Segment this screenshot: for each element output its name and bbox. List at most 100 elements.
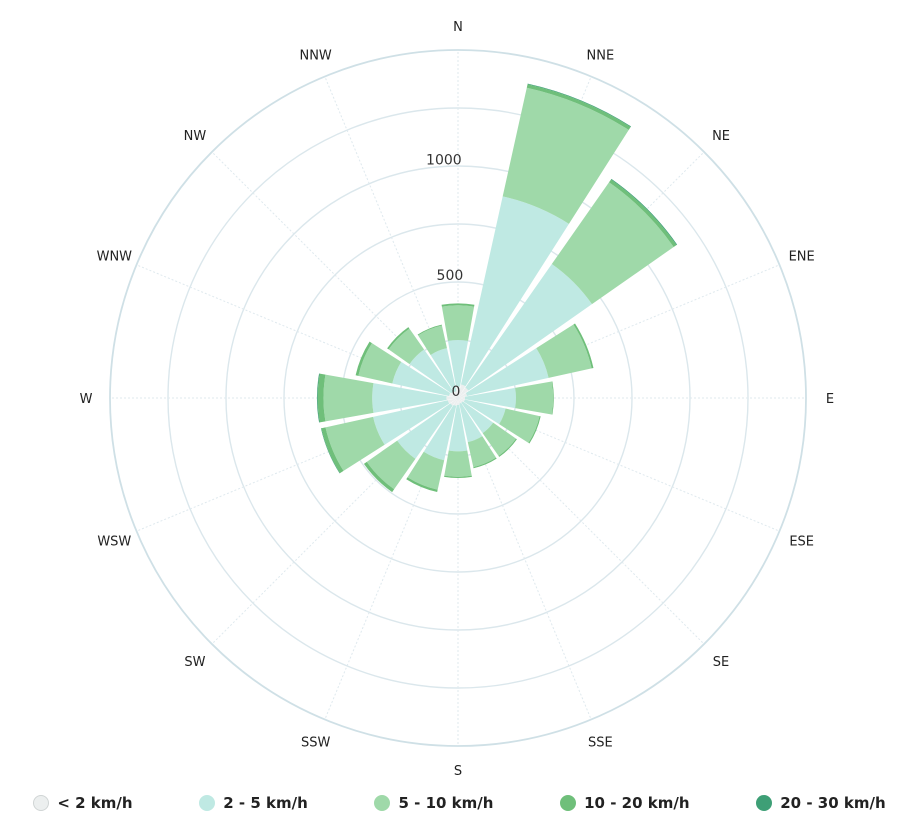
bar-n-series-1: [447, 340, 469, 387]
direction-label-n: N: [453, 20, 463, 35]
bar-s-series-0: [456, 398, 460, 405]
legend-swatch-0: [33, 795, 50, 811]
direction-label-ne: NE: [712, 129, 730, 144]
bar-nnw-series-3: [417, 324, 442, 336]
bar-nne-series-1: [461, 196, 569, 387]
bar-w-series-4: [316, 373, 320, 423]
bar-se-series-0: [458, 398, 463, 403]
bar-nw-series-2: [388, 328, 425, 365]
direction-label-nne: NNE: [587, 48, 615, 63]
legend-swatch-4: [756, 795, 773, 811]
bar-s-series-1: [448, 404, 468, 452]
bar-sse-series-3: [473, 457, 497, 469]
legend-swatch-3: [560, 795, 577, 811]
bar-sse-series-1: [459, 402, 483, 443]
legend-swatch-2: [374, 795, 391, 811]
direction-label-se: SE: [713, 655, 729, 670]
bar-s-series-2: [444, 450, 472, 477]
bar-wnw-series-0: [448, 393, 458, 398]
bar-ssw-series-0: [453, 398, 458, 406]
bar-ne-series-1: [465, 264, 592, 391]
direction-label-sse: SSE: [588, 736, 613, 751]
bar-ese-series-2: [499, 408, 540, 443]
bar-n-series-3: [441, 303, 475, 307]
bar-e-series-3: [551, 381, 554, 415]
legend-label-0: < 2 km/h: [57, 794, 133, 812]
bar-nnw-series-2: [418, 325, 447, 355]
legend-label-2: 5 - 10 km/h: [398, 794, 494, 812]
bar-nnw-series-1: [430, 348, 457, 393]
bar-ene-series-2: [536, 324, 592, 378]
bar-sw-series-3: [363, 461, 395, 493]
bar-s-series-3: [444, 475, 472, 479]
radial-tick-0: 0: [452, 384, 461, 400]
bar-wsw-series-2: [325, 416, 385, 471]
direction-label-nw: NW: [184, 129, 207, 144]
bar-n-series-2: [441, 305, 475, 341]
bar-e-series-0: [458, 396, 465, 400]
bar-ese-series-0: [458, 398, 465, 402]
radial-tick-labels: 0 500 1000: [426, 152, 463, 400]
bar-sw-series-1: [397, 403, 453, 459]
bar-e-series-2: [515, 381, 554, 415]
bar-nne-series-3: [526, 84, 631, 130]
bar-nw-series-1: [409, 349, 454, 394]
bar-w-series-0: [446, 395, 458, 401]
direction-label-wnw: WNW: [97, 250, 133, 265]
bar-ene-series-1: [465, 348, 549, 396]
bar-ese-series-1: [463, 399, 506, 425]
bar-se-series-1: [461, 401, 494, 434]
legend-label-3: 10 - 20 km/h: [584, 794, 690, 812]
legend-item-1: 2 - 5 km/h: [199, 794, 308, 812]
direction-label-w: W: [80, 392, 93, 407]
bar-se-series-3: [498, 438, 517, 457]
legend-item-2: 5 - 10 km/h: [374, 794, 493, 812]
radial-tick-1000: 1000: [426, 152, 462, 168]
grid-circle-1500: [109, 49, 807, 747]
bar-se-series-2: [482, 422, 516, 456]
bar-sse-series-2: [467, 436, 497, 468]
bar-nw-series-3: [387, 327, 410, 350]
bar-nnw-series-0: [454, 391, 458, 398]
legend: < 2 km/h 2 - 5 km/h 5 - 10 km/h 10 - 20 km/…: [0, 788, 919, 818]
bar-w-series-3: [317, 373, 326, 423]
bar-ne-series-3: [609, 179, 677, 247]
legend-swatch-1: [199, 795, 216, 811]
direction-label-ene: ENE: [789, 250, 815, 265]
bar-sw-series-2: [366, 440, 416, 490]
direction-label-e: E: [826, 392, 834, 407]
bar-ssw-series-1: [423, 404, 457, 461]
bar-e-series-1: [464, 387, 516, 409]
legend-item-4: 20 - 30 km/h: [756, 794, 886, 812]
direction-label-s: S: [454, 764, 462, 779]
bar-wsw-series-3: [321, 427, 344, 474]
direction-label-ssw: SSW: [301, 736, 331, 751]
radial-tick-500: 500: [437, 268, 464, 284]
bar-n-series-0: [455, 386, 461, 398]
direction-labels: N NNE NE ENE E ESE SE SSE S SSW SW WSW W WNW NW NNW: [80, 20, 835, 779]
direction-label-ese: ESE: [789, 534, 814, 549]
bar-ssw-series-2: [407, 451, 445, 490]
bar-ssw-series-3: [406, 477, 438, 492]
bar-ene-series-0: [458, 393, 468, 398]
wind-bars: [316, 83, 678, 493]
direction-label-nnw: NNW: [299, 48, 331, 63]
legend-label-4: 20 - 30 km/h: [780, 794, 886, 812]
wind-rose-chart: N NNE NE ENE E ESE SE SSE S SSW SW WSW W WNW NW NNW 0 50…: [80, 20, 835, 779]
legend-item-0: < 2 km/h: [33, 794, 133, 812]
bar-nne-series-2: [502, 87, 629, 224]
direction-label-wsw: WSW: [97, 534, 131, 549]
bar-nw-series-0: [451, 391, 458, 398]
bar-w-series-2: [323, 374, 374, 422]
bar-wsw-series-0: [447, 398, 458, 404]
direction-label-sw: SW: [184, 655, 205, 670]
legend-label-1: 2 - 5 km/h: [223, 794, 308, 812]
bar-wnw-series-1: [392, 361, 451, 396]
bar-ne-series-0: [458, 387, 469, 398]
bar-wsw-series-1: [373, 400, 450, 445]
bar-w-series-1: [372, 383, 447, 413]
bar-ne-series-2: [551, 182, 674, 305]
bar-nne-series-0: [458, 384, 466, 398]
legend-item-3: 10 - 20 km/h: [560, 794, 690, 812]
bar-ene-series-3: [573, 323, 594, 369]
